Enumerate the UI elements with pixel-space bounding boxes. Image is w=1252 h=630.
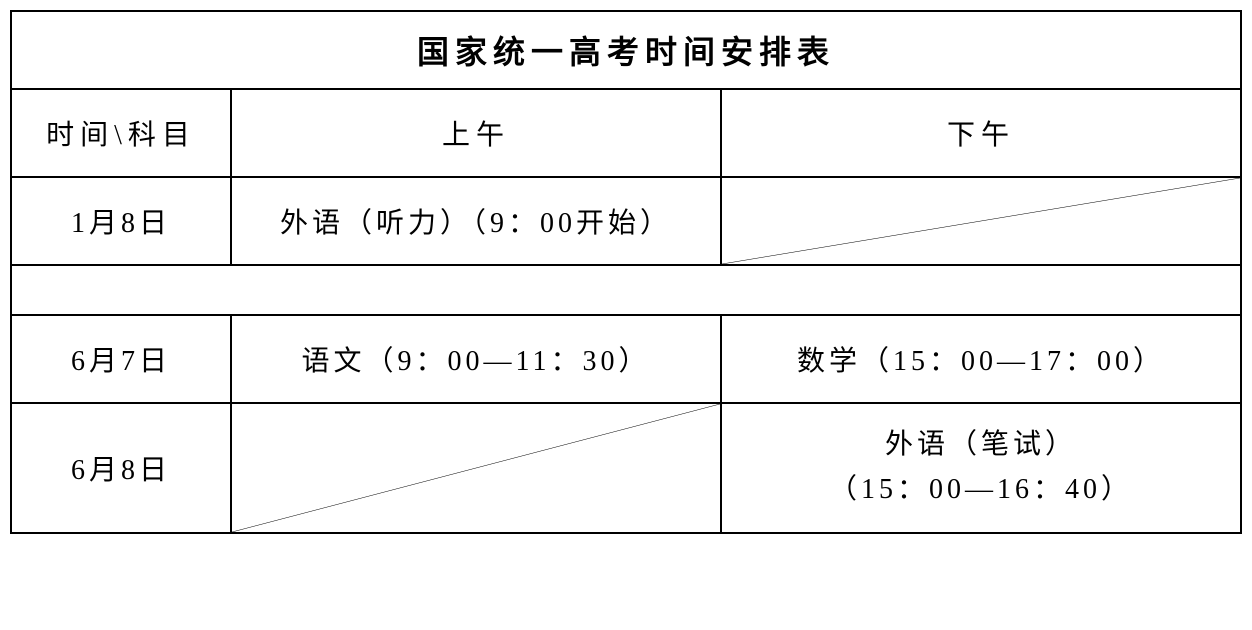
row-afternoon: 数学（15：00—17：00）: [721, 315, 1241, 403]
table-title: 国家统一高考时间安排表: [11, 11, 1241, 89]
table-spacer-row: [11, 265, 1241, 315]
diagonal-line-icon: [722, 178, 1240, 264]
row-date: 1月8日: [11, 177, 231, 265]
table-header-row: 时间\科目 上午 下午: [11, 89, 1241, 177]
table-row: 6月8日 外语（笔试） （15：00—16：40）: [11, 403, 1241, 533]
row-afternoon-empty: [721, 177, 1241, 265]
row-morning: 语文（9：00—11：30）: [231, 315, 721, 403]
row-morning-empty: [231, 403, 721, 533]
row-morning: 外语（听力）（9：00开始）: [231, 177, 721, 265]
header-afternoon: 下午: [721, 89, 1241, 177]
row-date: 6月7日: [11, 315, 231, 403]
header-morning: 上午: [231, 89, 721, 177]
schedule-table: 国家统一高考时间安排表 时间\科目 上午 下午 1月8日 外语（听力）（9：00…: [10, 10, 1242, 534]
table-row: 6月7日 语文（9：00—11：30） 数学（15：00—17：00）: [11, 315, 1241, 403]
row-afternoon-multiline: 外语（笔试） （15：00—16：40）: [721, 403, 1241, 533]
afternoon-line2: （15：00—16：40）: [722, 468, 1240, 513]
row-date: 6月8日: [11, 403, 231, 533]
schedule-table-container: 国家统一高考时间安排表 时间\科目 上午 下午 1月8日 外语（听力）（9：00…: [10, 10, 1242, 534]
spacer-cell: [11, 265, 1241, 315]
table-title-row: 国家统一高考时间安排表: [11, 11, 1241, 89]
diagonal-line-icon: [232, 404, 720, 532]
header-date-subject: 时间\科目: [11, 89, 231, 177]
afternoon-line1: 外语（笔试）: [722, 423, 1240, 468]
table-row: 1月8日 外语（听力）（9：00开始）: [11, 177, 1241, 265]
